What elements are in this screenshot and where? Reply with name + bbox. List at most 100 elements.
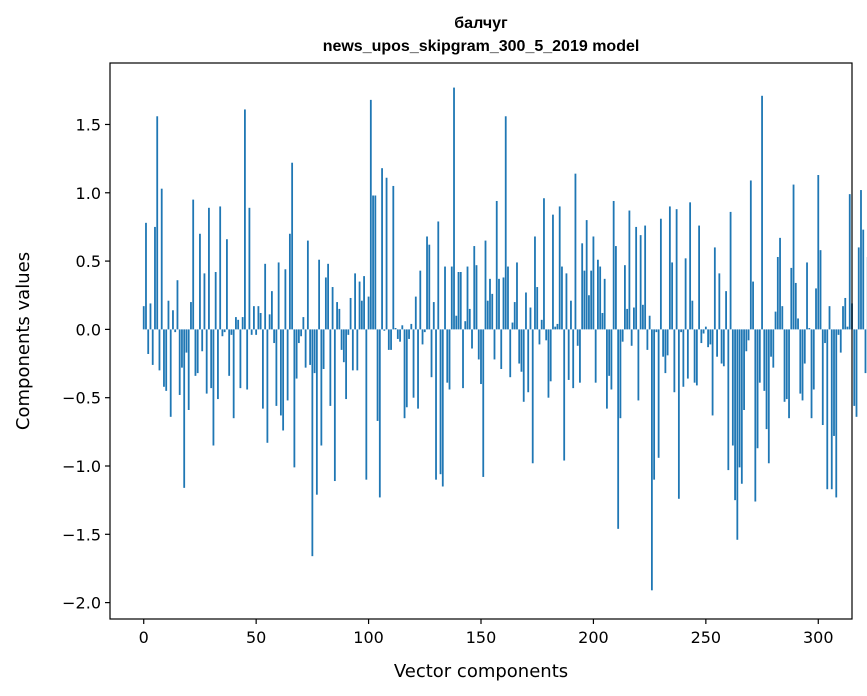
y-tick-label: −1.0: [62, 457, 101, 476]
bar-37: [226, 239, 228, 330]
bar-266: [740, 329, 743, 484]
y-tick-label: 0.5: [76, 252, 101, 271]
bar-57: [270, 291, 273, 330]
bar-298: [812, 329, 815, 390]
bar-91: [347, 329, 350, 335]
bar-234: [668, 206, 671, 330]
bars-group: [142, 87, 867, 591]
bar-120: [412, 329, 415, 398]
bar-127: [428, 244, 431, 330]
bar-270: [749, 180, 752, 330]
bar-119: [410, 323, 413, 330]
x-tick-label: 200: [578, 628, 609, 647]
bar-134: [444, 266, 446, 330]
bar-59: [275, 329, 278, 406]
bar-9: [163, 329, 165, 387]
bar-158: [498, 278, 500, 330]
y-axis-ticks: −2.0 −1.5 −1.0 −0.5 0.0 0.5 1.0 1.5: [62, 115, 110, 613]
bar-230: [659, 218, 662, 330]
bar-202: [597, 259, 599, 330]
bar-5: [154, 226, 156, 330]
bar-273: [756, 329, 759, 449]
bar-13: [172, 310, 174, 330]
bar-88: [340, 329, 343, 350]
bar-140: [457, 272, 460, 330]
bar-94: [354, 273, 356, 330]
bar-211: [617, 329, 620, 529]
bar-144: [466, 266, 469, 330]
chart-title-line1: балчуг: [454, 15, 508, 32]
bar-17: [181, 329, 183, 368]
bar-260: [727, 329, 730, 471]
bar-264: [736, 329, 739, 540]
bar-12: [169, 329, 172, 417]
bar-97: [360, 300, 363, 330]
bar-79: [320, 329, 323, 446]
bar-154: [489, 278, 491, 330]
bar-164: [511, 322, 514, 330]
bar-138: [453, 87, 455, 330]
bar-117: [405, 329, 408, 408]
bar-224: [646, 329, 649, 350]
bar-98: [363, 276, 365, 330]
bar-65: [288, 233, 291, 330]
bar-297: [810, 329, 813, 419]
y-tick-label: −2.0: [62, 594, 101, 613]
bar-109: [387, 329, 390, 350]
bar-87: [338, 308, 341, 330]
bar-74: [309, 329, 312, 365]
bar-190: [570, 300, 572, 330]
bar-247: [698, 225, 700, 330]
bar-82: [327, 263, 329, 330]
bar-262: [731, 329, 734, 446]
bar-150: [480, 329, 482, 385]
bar-245: [693, 329, 696, 383]
bar-291: [797, 318, 799, 330]
bar-113: [396, 329, 399, 339]
bar-319: [860, 190, 862, 330]
bar-285: [783, 329, 786, 402]
bar-125: [423, 329, 426, 333]
bar-295: [806, 262, 808, 330]
y-tick-label: −0.5: [62, 389, 101, 408]
bar-207: [608, 329, 611, 376]
bar-302: [821, 329, 824, 426]
bar-243: [689, 202, 692, 330]
bar-124: [421, 329, 424, 345]
bar-219: [635, 226, 638, 330]
bar-90: [345, 329, 347, 400]
bar-317: [855, 329, 858, 417]
bar-227: [653, 329, 656, 480]
bar-11: [167, 300, 170, 330]
bar-131: [437, 221, 440, 330]
bar-226: [650, 329, 653, 591]
bar-296: [808, 328, 811, 330]
bar-268: [745, 329, 748, 352]
bar-77: [315, 329, 318, 495]
bar-188: [565, 273, 568, 330]
bar-157: [495, 200, 498, 330]
bar-3: [149, 303, 152, 330]
bar-50: [255, 329, 258, 335]
bar-36: [223, 329, 226, 333]
bar-195: [581, 243, 584, 330]
bar-200: [592, 236, 595, 330]
bar-46: [246, 329, 249, 390]
bar-151: [482, 329, 485, 477]
bar-278: [767, 329, 770, 464]
bar-289: [792, 184, 795, 330]
bar-80: [322, 329, 325, 370]
bar-129: [432, 302, 435, 330]
bar-284: [781, 306, 784, 330]
bar-156: [493, 329, 496, 360]
bar-171: [527, 329, 530, 393]
bar-271: [752, 281, 754, 330]
bar-148: [475, 265, 478, 330]
bar-8: [160, 188, 163, 330]
bar-99: [365, 329, 368, 480]
bar-161: [504, 116, 507, 330]
bar-280: [772, 329, 775, 368]
bar-216: [628, 210, 631, 330]
bar-76: [313, 329, 316, 374]
